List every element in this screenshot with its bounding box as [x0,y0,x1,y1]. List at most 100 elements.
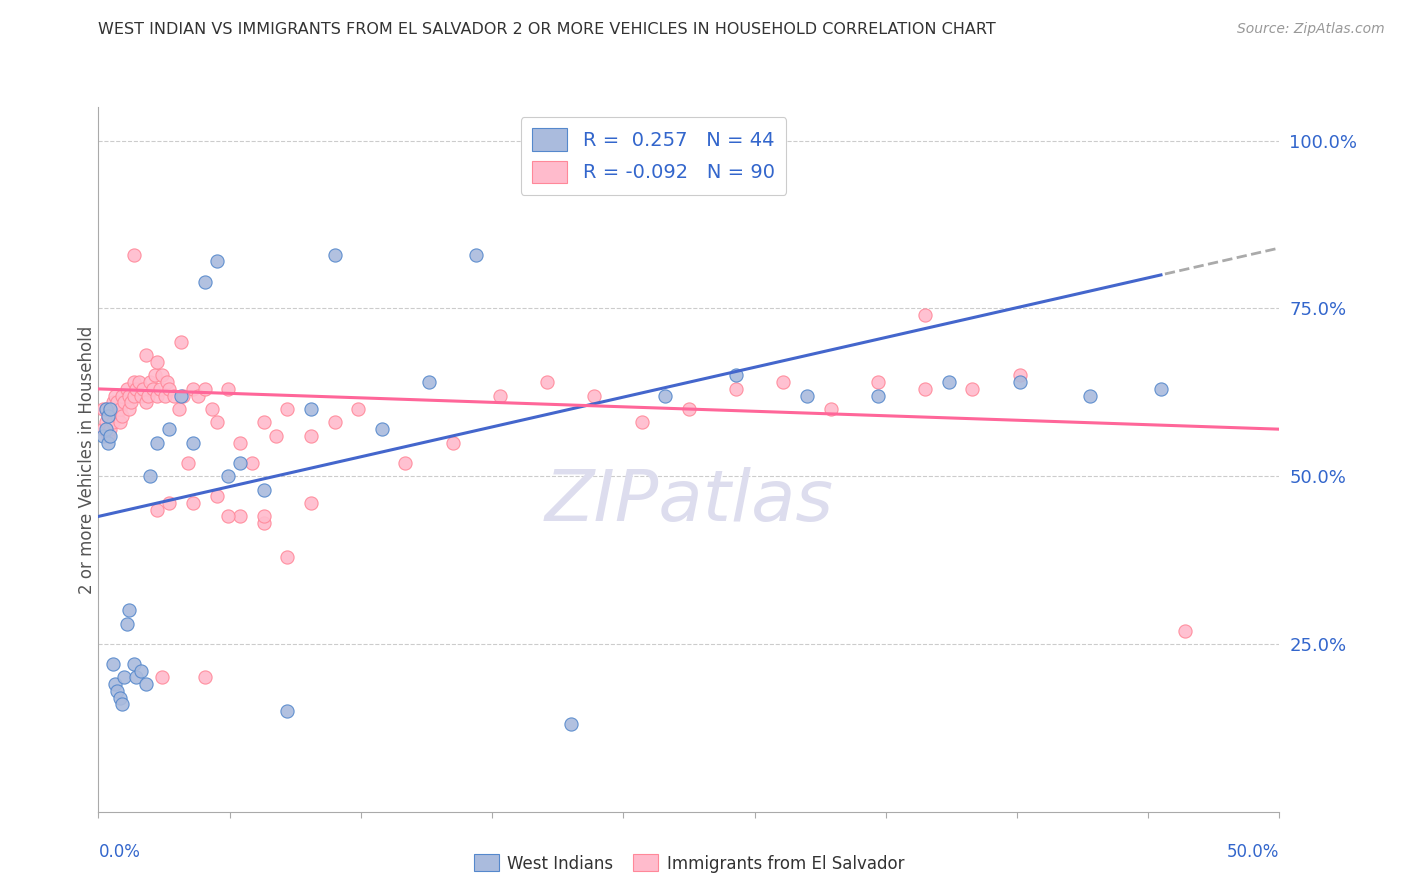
Point [654,389,676,403]
Point [465,248,488,262]
Point [253,416,276,430]
Point [489,389,512,403]
Point [111,409,134,423]
Point [105,395,128,409]
Point [115,616,138,631]
Point [105,409,128,423]
Point [194,382,217,396]
Point [125,671,148,685]
Text: ZIPatlas: ZIPatlas [544,467,834,536]
Point [914,308,936,322]
Point [104,402,127,417]
Point [194,671,217,685]
Point [229,509,252,524]
Point [143,368,166,383]
Point [115,382,138,396]
Point [97,429,120,443]
Point [146,502,169,516]
Point [139,375,162,389]
Point [97,409,120,423]
Point [112,671,135,685]
Point [371,422,394,436]
Point [135,677,157,691]
Text: 0.0%: 0.0% [98,843,141,861]
Point [323,416,346,430]
Point [149,382,172,396]
Point [94,402,117,417]
Point [118,402,141,417]
Point [118,603,141,617]
Point [217,509,239,524]
Point [104,389,127,403]
Point [172,389,194,403]
Point [866,375,889,389]
Text: WEST INDIAN VS IMMIGRANTS FROM EL SALVADOR 2 OR MORE VEHICLES IN HOUSEHOLD CORRE: WEST INDIAN VS IMMIGRANTS FROM EL SALVAD… [98,22,997,37]
Point [276,704,298,718]
Point [205,489,228,503]
Point [98,422,121,436]
Point [129,664,152,678]
Point [253,483,276,497]
Point [772,375,794,389]
Point [111,698,134,712]
Point [156,375,179,389]
Legend: R =  0.257   N = 44, R = -0.092   N = 90: R = 0.257 N = 44, R = -0.092 N = 90 [520,117,786,194]
Point [94,422,117,436]
Point [146,355,169,369]
Point [101,416,124,430]
Point [725,368,748,383]
Point [108,416,131,430]
Point [135,348,157,362]
Point [135,395,157,409]
Point [91,422,114,436]
Point [94,402,117,417]
Point [167,402,190,417]
Point [1150,382,1173,396]
Point [1174,624,1197,638]
Point [98,402,121,417]
Point [146,435,169,450]
Point [1008,375,1031,389]
Point [205,254,228,268]
Point [104,677,127,691]
Point [108,402,131,417]
Point [122,248,145,262]
Point [122,375,145,389]
Point [229,435,252,450]
Point [181,382,204,396]
Point [418,375,440,389]
Point [299,429,322,443]
Point [97,409,120,423]
Point [181,435,204,450]
Point [1008,368,1031,383]
Point [866,389,889,403]
Point [276,549,298,564]
Point [630,416,652,430]
Point [142,382,165,396]
Point [108,690,131,705]
Legend: West Indians, Immigrants from El Salvador: West Indians, Immigrants from El Salvado… [467,847,911,880]
Point [139,469,162,483]
Point [163,389,186,403]
Text: 50.0%: 50.0% [1227,843,1279,861]
Text: Source: ZipAtlas.com: Source: ZipAtlas.com [1237,22,1385,37]
Point [101,395,124,409]
Point [150,368,173,383]
Point [98,402,121,417]
Point [253,516,276,530]
Point [136,389,159,403]
Point [94,416,117,430]
Point [170,334,193,349]
Point [1080,389,1102,403]
Point [253,509,276,524]
Point [583,389,606,403]
Point [299,402,322,417]
Point [194,275,217,289]
Point [560,717,582,731]
Point [150,671,173,685]
Point [125,382,148,396]
Point [229,456,252,470]
Point [938,375,960,389]
Point [105,684,128,698]
Point [91,429,114,443]
